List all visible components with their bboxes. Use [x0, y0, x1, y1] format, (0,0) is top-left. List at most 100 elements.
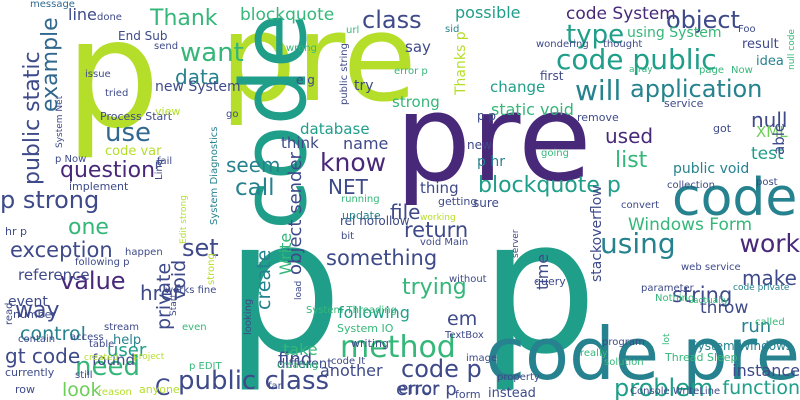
word-server: server: [511, 229, 521, 259]
word-public-class: public class: [178, 366, 330, 396]
word-looking: looking: [243, 298, 254, 335]
word-p-strong: p strong: [0, 186, 100, 214]
word-p-now: p Now: [55, 154, 87, 165]
word-writing: writing: [351, 337, 389, 350]
word-take: take: [283, 340, 318, 359]
word-code-p: code p: [401, 355, 482, 383]
word-implement: implement: [69, 180, 129, 193]
word-code-var: code var: [105, 144, 162, 159]
word-end-sub: End Sub: [118, 29, 168, 43]
word-file: file: [390, 200, 421, 224]
word-question: question: [60, 158, 156, 183]
word-send: send: [154, 41, 179, 52]
word-able: able: [770, 122, 788, 155]
word-p-edit: p EDIT: [189, 361, 222, 372]
word-textbox: TextBox: [445, 330, 484, 341]
word-remove: remove: [577, 111, 619, 124]
word-type: type: [566, 20, 625, 50]
word-think: think: [281, 134, 319, 152]
word-system-net: System Net: [55, 95, 65, 148]
word-em: em: [447, 308, 478, 330]
word-data: data: [175, 65, 221, 89]
word-foo: Foo: [738, 24, 756, 35]
word-name: name: [343, 134, 389, 153]
word-called: called: [755, 317, 785, 328]
word-net: NET: [328, 175, 368, 199]
word-find: find: [278, 349, 313, 370]
word-p: p: [225, 179, 343, 395]
word-project: project: [133, 352, 165, 362]
word-public-string: public string: [339, 43, 350, 105]
word-actually: actually: [693, 296, 729, 306]
word-go: go: [226, 109, 239, 120]
word-currently: currently: [5, 366, 55, 379]
word-sure: sure: [473, 196, 499, 210]
word-message: message: [30, 0, 75, 10]
word-using-system: using System: [627, 25, 722, 41]
word-p: p: [65, 0, 161, 162]
word-will: will: [575, 74, 622, 107]
word-nothing: Nothing: [655, 293, 695, 304]
word-web-service: web service: [681, 262, 741, 273]
word-sid: sid: [445, 24, 460, 35]
word-line: line: [68, 5, 97, 24]
word-system-threading: System Threading: [306, 305, 397, 316]
word-set: set: [182, 234, 219, 262]
word-post: post: [756, 177, 778, 188]
word-object: object: [666, 6, 740, 34]
word-fail: fail: [157, 156, 173, 167]
word-console-writeline: Console WriteLine: [630, 386, 721, 397]
word-thought: thought: [603, 39, 643, 50]
word-form: form: [455, 388, 481, 400]
word-code-pre: code pre: [485, 312, 800, 396]
word-application: application: [630, 75, 763, 103]
word-make: make: [742, 266, 797, 290]
word-one: one: [68, 215, 109, 240]
word-throw: throw: [700, 298, 749, 318]
word-create: create: [253, 249, 275, 310]
word-convert: convert: [621, 200, 660, 211]
word-code-private: code private: [733, 283, 790, 293]
word-blockquote-p: blockquote p: [478, 173, 621, 198]
word-happen: happen: [125, 247, 163, 258]
word-error-p: error p: [394, 66, 428, 77]
word-exception: exception: [10, 238, 113, 262]
word-done: done: [97, 12, 122, 23]
word-e-g: e g: [296, 73, 315, 87]
word-really: really: [580, 348, 608, 359]
word-row: row: [15, 383, 36, 396]
word-running: running: [341, 194, 380, 205]
word-possible: possible: [455, 3, 521, 22]
word-access: access: [70, 332, 104, 343]
word-control: control: [20, 323, 86, 345]
word-parameter: parameter: [641, 283, 694, 294]
word-p: p: [155, 159, 162, 170]
word-list: list: [615, 148, 648, 173]
word-far: far: [268, 381, 282, 392]
word-query: query: [534, 275, 566, 288]
word-following-p: following p: [75, 257, 130, 268]
word-view: view: [155, 105, 181, 118]
word-instance: instance: [732, 361, 800, 380]
word-code-public: code public: [556, 43, 717, 76]
word-found: found: [92, 351, 135, 369]
word-code: code: [672, 168, 798, 228]
word-instead: instead: [488, 386, 536, 400]
word-created: created: [84, 353, 119, 363]
word-event: event: [8, 294, 48, 310]
word-hr-p: hr p: [5, 225, 27, 238]
word-code-it: code It: [331, 356, 366, 367]
word-value: value: [60, 267, 126, 295]
word-p-p: p p: [477, 109, 497, 123]
word-tried: tried: [105, 88, 129, 99]
word-new-system: new System: [155, 79, 241, 95]
word-got: got: [713, 122, 732, 135]
word-following: following: [338, 303, 410, 322]
word-work: work: [739, 229, 800, 258]
word-reference: reference: [18, 266, 90, 284]
word-string: string: [672, 283, 733, 307]
word-stream: stream: [104, 322, 140, 333]
word-stackoverflow: stackoverflow: [589, 185, 605, 282]
word-way: way: [15, 298, 60, 323]
